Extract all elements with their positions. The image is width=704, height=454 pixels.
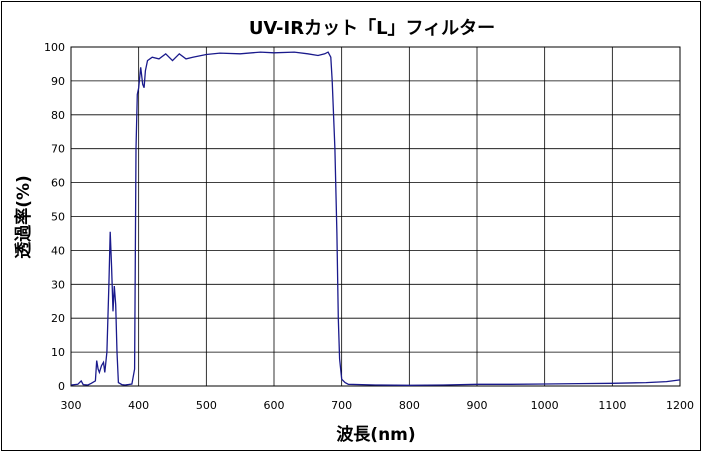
- y-tick-label: 70: [51, 143, 65, 156]
- x-tick-label: 800: [399, 399, 420, 412]
- series-line: [70, 51, 681, 386]
- y-tick-label: 90: [51, 75, 65, 88]
- y-tick-labels: 0 10 20 30 40 50 60 70 80 90 100: [44, 41, 65, 393]
- y-tick-label: 80: [51, 109, 65, 122]
- x-tick-labels: 300 400 500 600 700 800 900 1000 1100 1200: [61, 399, 695, 412]
- x-tick-label: 1200: [666, 399, 694, 412]
- x-tick-label: 700: [331, 399, 352, 412]
- x-tick-label: 300: [61, 399, 82, 412]
- chart-title: UV-IRカット「L」フィルター: [249, 17, 495, 39]
- y-tick-label: 40: [51, 244, 65, 257]
- y-axis-label: 透過率(%): [13, 175, 34, 259]
- x-tick-label: 500: [196, 399, 217, 412]
- x-tick-label: 900: [467, 399, 488, 412]
- y-tick-label: 60: [51, 177, 65, 190]
- x-tick-label: 600: [264, 399, 285, 412]
- grid: [70, 46, 681, 387]
- y-tick-label: 30: [51, 278, 65, 291]
- x-tick-label: 1000: [531, 399, 559, 412]
- y-tick-label: 100: [44, 41, 65, 54]
- x-tick-label: 1100: [598, 399, 626, 412]
- x-tick-label: 400: [128, 399, 149, 412]
- x-axis-label: 波長(nm): [336, 424, 415, 445]
- y-tick-label: 10: [51, 346, 65, 359]
- y-tick-label: 20: [51, 312, 65, 325]
- y-tick-label: 0: [58, 380, 65, 393]
- y-tick-label: 50: [51, 211, 65, 224]
